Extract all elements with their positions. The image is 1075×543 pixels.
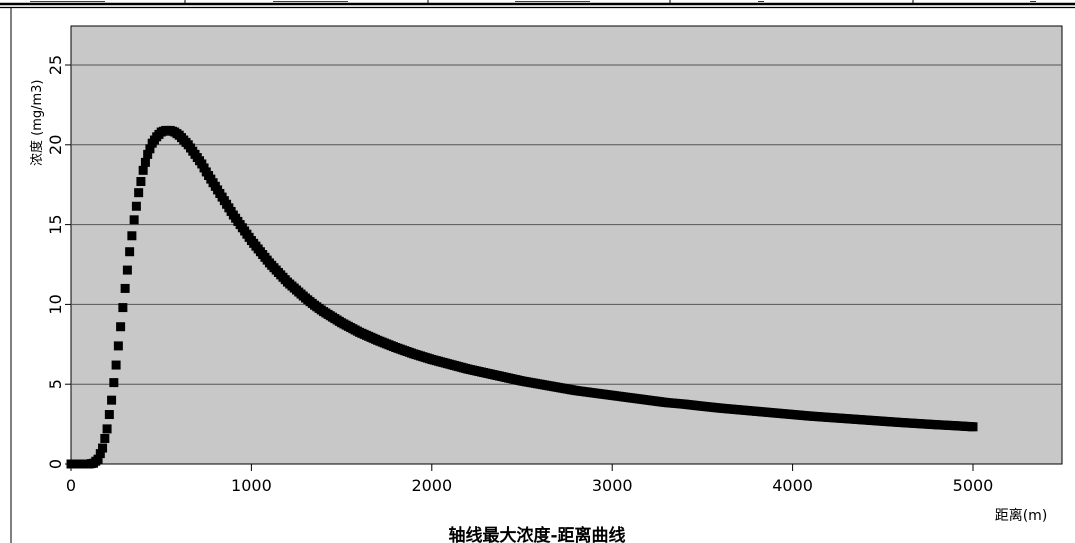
y-tick-label: 20 xyxy=(46,135,65,155)
data-point xyxy=(118,303,128,313)
data-point xyxy=(134,188,144,198)
x-tick-label: 3000 xyxy=(592,476,633,495)
chart-title: 轴线最大浓度-距离曲线 xyxy=(448,525,625,543)
y-axis: 0 5 10 15 20 25 xyxy=(46,55,71,469)
x-tick-label: 0 xyxy=(66,476,76,495)
data-point xyxy=(140,157,150,167)
data-point xyxy=(131,201,141,211)
data-point xyxy=(102,424,112,434)
y-tick-label: 15 xyxy=(46,214,65,234)
y-tick-label: 25 xyxy=(46,55,65,75)
data-point xyxy=(98,443,108,453)
data-series xyxy=(66,125,978,469)
data-point xyxy=(104,410,114,420)
data-point xyxy=(127,231,137,241)
data-point xyxy=(125,247,135,257)
x-tick-label: 1000 xyxy=(231,476,272,495)
table-header-strip xyxy=(0,0,1075,9)
data-point xyxy=(136,177,146,187)
y-tick-label: 10 xyxy=(46,294,65,314)
data-point xyxy=(113,341,123,351)
data-point xyxy=(109,378,119,388)
data-point xyxy=(968,422,978,432)
data-point xyxy=(138,165,148,175)
data-point xyxy=(111,360,121,370)
y-tick-label: 0 xyxy=(46,459,65,469)
data-point xyxy=(129,215,139,225)
x-axis: 0 1000 2000 3000 4000 5000 xyxy=(66,464,993,495)
data-point xyxy=(120,283,130,293)
x-tick-label: 5000 xyxy=(953,476,994,495)
y-tick-label: 5 xyxy=(46,379,65,389)
x-tick-label: 2000 xyxy=(411,476,452,495)
data-point xyxy=(100,433,110,443)
data-point xyxy=(95,449,105,459)
data-point xyxy=(107,395,117,405)
x-axis-label: 距离(m) xyxy=(995,507,1048,524)
data-point xyxy=(116,322,126,332)
x-tick-label: 4000 xyxy=(772,476,813,495)
y-axis-label: 浓度 (mg/m3) xyxy=(29,79,45,166)
data-point xyxy=(122,265,132,275)
data-point xyxy=(145,144,155,154)
plot-area xyxy=(70,25,1063,465)
data-point xyxy=(93,454,103,464)
data-point xyxy=(143,149,153,159)
